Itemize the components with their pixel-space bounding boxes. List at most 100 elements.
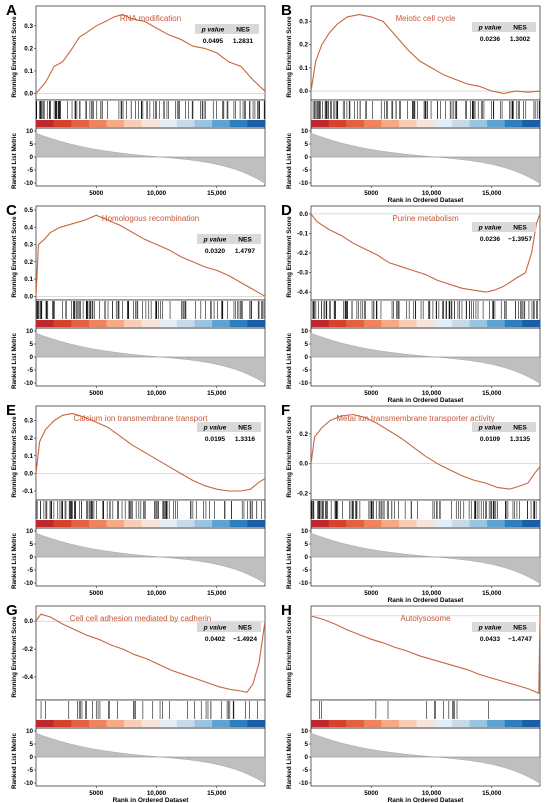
- x-axis-label: Rank in Ordered Dataset: [113, 797, 190, 803]
- panel-title: Cell cell adhesion mediated by cadherin: [70, 614, 211, 623]
- ranked-metric-area: [310, 332, 541, 384]
- rank-color-segment: [346, 320, 365, 327]
- rank-tick-label: -10: [299, 580, 309, 587]
- nes-header: NES: [238, 237, 252, 244]
- gsea-panel-f: F 0.2 0.0 -0.2 Metal ion transmembrane trans…: [275, 400, 550, 604]
- rank-color-segment: [71, 120, 90, 127]
- rank-color-segment: [71, 320, 90, 327]
- rank-color-segment: [36, 120, 55, 127]
- y-tick-label: 0.3: [299, 19, 308, 26]
- x-tick-label: 5000: [89, 390, 104, 397]
- rank-color-segment: [311, 720, 330, 727]
- rank-color-segment: [159, 720, 178, 727]
- y-tick-label: 0.2: [24, 435, 33, 442]
- rank-color-segment: [487, 120, 506, 127]
- p-value: 0.0236: [480, 36, 501, 43]
- rank-color-segment: [522, 720, 541, 727]
- rank-color-segment: [229, 320, 248, 327]
- rank-color-segment: [434, 720, 453, 727]
- ranked-metric-area: [35, 332, 266, 384]
- x-tick-label: 10,000: [422, 190, 442, 197]
- rank-color-segment: [106, 720, 125, 727]
- rank-color-segment: [469, 720, 488, 727]
- panel-title: Purine metabolism: [392, 214, 459, 223]
- rank-tick-label: -5: [27, 567, 33, 574]
- rank-tick-label: -10: [299, 180, 309, 187]
- x-tick-label: 5000: [89, 590, 104, 597]
- rank-color-segment: [504, 520, 523, 527]
- p-value-header: p value: [478, 225, 502, 232]
- rank-color-segment: [328, 720, 347, 727]
- x-tick-label: 15,000: [482, 590, 502, 597]
- stats-header-bg: [472, 222, 536, 232]
- rank-color-segment: [522, 520, 541, 527]
- rank-tick-label: 5: [304, 341, 308, 348]
- p-value: 0.0402: [205, 636, 226, 643]
- rank-tick-label: 5: [304, 141, 308, 148]
- rank-color-segment: [53, 520, 72, 527]
- x-tick-label: 15,000: [207, 590, 227, 597]
- y-axis-label: Running Enrichment Score: [286, 16, 293, 98]
- p-value: 0.0195: [205, 436, 226, 443]
- enrichment-curve: [310, 14, 541, 94]
- rank-color-segment: [504, 320, 523, 327]
- rank-color-segment: [88, 120, 107, 127]
- gsea-panel-a: A 0.3 0.2 0.1 0.0 RNA modification p value NES 0…: [0, 0, 275, 200]
- nes-value: 1.3135: [510, 436, 531, 443]
- enrichment-curve: [35, 412, 266, 492]
- rank-color-segment: [71, 520, 90, 527]
- x-tick-label: 15,000: [207, 790, 227, 797]
- rank-tick-label: 10: [301, 528, 309, 535]
- rank-color-segment: [346, 720, 365, 727]
- rank-color-segment: [451, 320, 471, 327]
- rank-axis-label: Ranked List Metric: [286, 333, 293, 389]
- rank-color-segment: [487, 320, 506, 327]
- rank-tick-label: 10: [26, 528, 34, 535]
- rank-color-segment: [363, 720, 382, 727]
- rank-color-segment: [434, 320, 453, 327]
- y-tick-label: 0.0: [299, 461, 308, 468]
- rank-color-segment: [212, 320, 231, 327]
- gsea-panel-c: C 0.5 0.4 0.3 0.2 0.1 0.0 Homologous recombinat…: [0, 200, 275, 400]
- rank-color-segment: [399, 120, 418, 127]
- rank-tick-label: 0: [304, 354, 308, 361]
- rank-color-segment: [194, 520, 213, 527]
- panel-svg: G 0.0 -0.2 -0.4 Cell cell adhesion mediated …: [6, 602, 266, 803]
- gsea-panel-e: E 0.3 0.2 0.1 0.0 -0.1 Calcium ion transmembra…: [0, 400, 275, 600]
- panel-title: Metal ion transmembrane transporter acti…: [336, 414, 494, 423]
- rank-tick-label: -10: [24, 780, 34, 787]
- rank-tick-label: -5: [302, 167, 308, 174]
- rank-color-segment: [247, 520, 266, 527]
- x-tick-label: 10,000: [422, 590, 442, 597]
- rank-color-segment: [229, 720, 248, 727]
- rank-tick-label: -10: [299, 380, 309, 387]
- rank-color-segment: [399, 320, 418, 327]
- rank-color-segment: [124, 320, 143, 327]
- y-tick-label: 0.3: [24, 23, 33, 30]
- rank-tick-label: 10: [26, 128, 34, 135]
- rank-color-segment: [53, 320, 72, 327]
- rank-color-segment: [159, 120, 178, 127]
- rank-tick-label: -10: [24, 580, 34, 587]
- y-tick-label: 0.3: [24, 418, 33, 425]
- nes-header: NES: [513, 225, 527, 232]
- x-tick-label: 5000: [364, 590, 379, 597]
- rank-color-segment: [53, 720, 72, 727]
- rank-tick-label: 0: [29, 154, 33, 161]
- y-tick-label: 0.1: [24, 68, 33, 75]
- rank-color-segment: [229, 120, 248, 127]
- y-axis-label: Running Enrichment Score: [286, 216, 293, 298]
- rank-color-segment: [36, 520, 55, 527]
- rank-color-segment: [176, 120, 196, 127]
- rank-color-segment: [434, 520, 453, 527]
- y-tick-label: 0.1: [24, 453, 33, 460]
- rank-color-segment: [469, 120, 488, 127]
- rank-color-segment: [212, 120, 231, 127]
- y-tick-label: 0.2: [24, 259, 33, 266]
- rank-color-segment: [176, 320, 196, 327]
- rank-color-segment: [194, 120, 213, 127]
- rank-tick-label: 5: [29, 541, 33, 548]
- rank-color-segment: [381, 720, 400, 727]
- rank-color-segment: [36, 720, 55, 727]
